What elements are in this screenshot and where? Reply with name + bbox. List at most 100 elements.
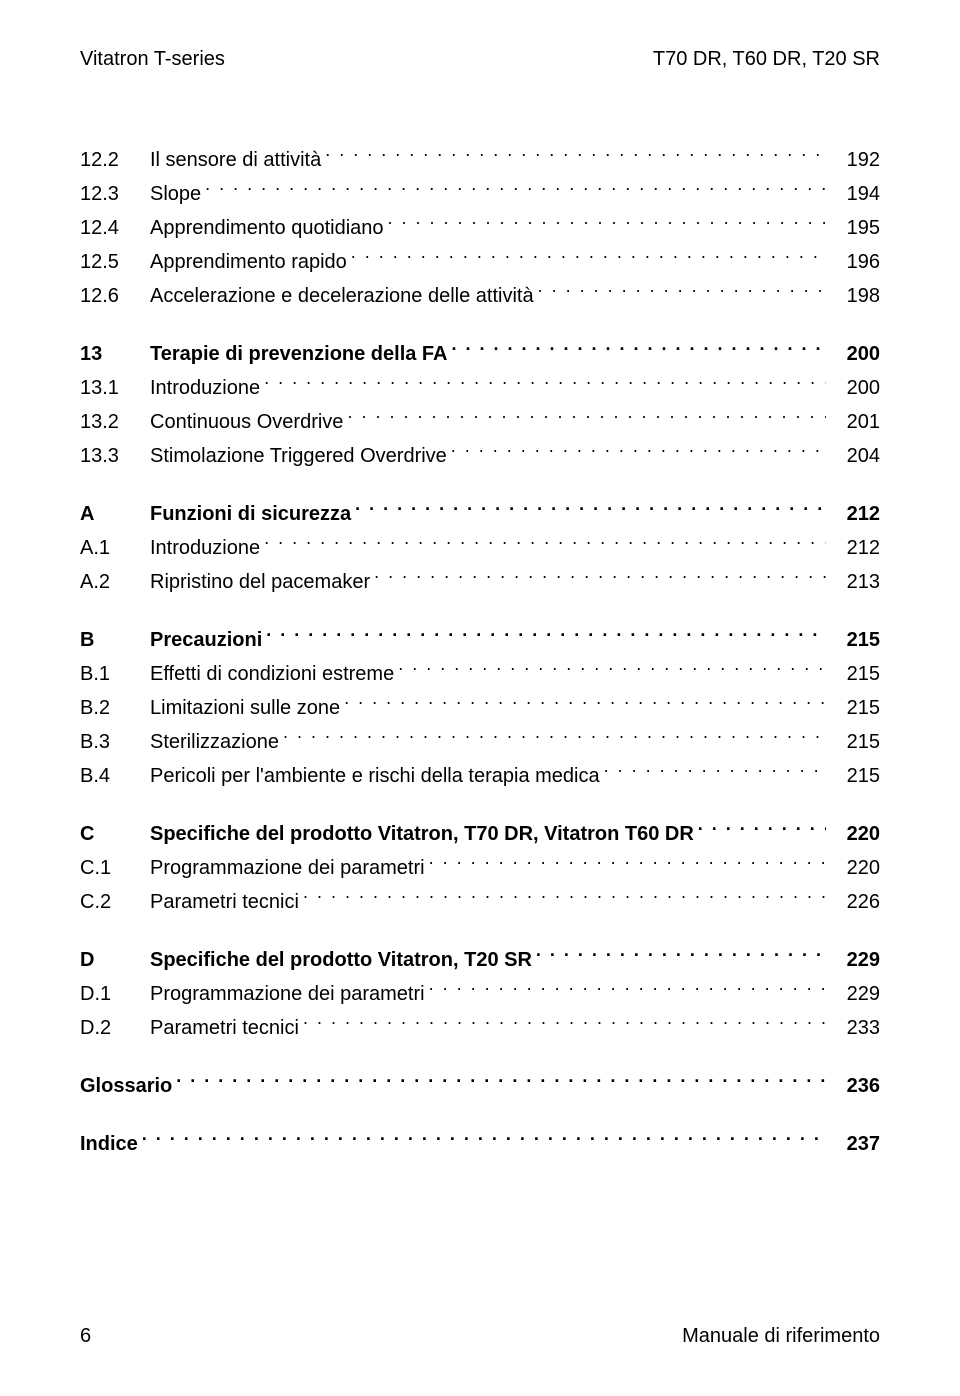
toc-entry-number: 13.2 <box>80 405 150 439</box>
toc-entry-page: 236 <box>830 1069 880 1103</box>
toc-entry-title: Specifiche del prodotto Vitatron, T20 SR <box>150 943 532 977</box>
toc-entry-page: 198 <box>830 279 880 313</box>
toc-entry-number: B.4 <box>80 759 150 793</box>
toc-leader-dots <box>303 886 826 908</box>
toc-entry-number: 13 <box>80 337 150 371</box>
toc-entry-number: 12.3 <box>80 177 150 211</box>
toc-entry-page: 201 <box>830 405 880 439</box>
toc-entry-title: Sterilizzazione <box>150 725 279 759</box>
toc-leader-dots <box>604 760 826 782</box>
toc-entry: D.1Programmazione dei parametri229 <box>80 977 880 1011</box>
toc-entry-number: C <box>80 817 150 851</box>
toc-entry-title: Apprendimento rapido <box>150 245 347 279</box>
toc-entry-title: Indice <box>80 1127 138 1161</box>
toc-entry-title: Ripristino del pacemaker <box>150 565 370 599</box>
page-footer: 6 Manuale di riferimento <box>80 1325 880 1348</box>
toc-entry: DSpecifiche del prodotto Vitatron, T20 S… <box>80 943 880 977</box>
toc-entry-page: 194 <box>830 177 880 211</box>
toc-leader-dots <box>264 532 826 554</box>
toc-leader-dots <box>698 818 826 840</box>
toc-entry-page: 237 <box>830 1127 880 1161</box>
toc-entry-title: Limitazioni sulle zone <box>150 691 340 725</box>
toc-entry-page: 215 <box>830 759 880 793</box>
toc-leader-dots <box>266 624 826 646</box>
toc-entry-title: Terapie di prevenzione della FA <box>150 337 448 371</box>
toc-entry: 13.2Continuous Overdrive 201 <box>80 405 880 439</box>
toc-entry-page: 215 <box>830 657 880 691</box>
toc-entry: A.1Introduzione 212 <box>80 531 880 565</box>
toc-leader-dots <box>142 1128 826 1150</box>
toc-leader-dots <box>536 944 826 966</box>
toc-entry-page: 229 <box>830 943 880 977</box>
toc-entry-number: B.3 <box>80 725 150 759</box>
toc-entry-title: Glossario <box>80 1069 172 1103</box>
toc-group: DSpecifiche del prodotto Vitatron, T20 S… <box>80 943 880 1045</box>
toc-entry-page: 226 <box>830 885 880 919</box>
toc-entry: C.2Parametri tecnici 226 <box>80 885 880 919</box>
toc-entry: A.2Ripristino del pacemaker 213 <box>80 565 880 599</box>
toc-leader-dots <box>351 246 826 268</box>
toc-entry-title: Introduzione <box>150 531 260 565</box>
toc-group: 13Terapie di prevenzione della FA20013.1… <box>80 337 880 473</box>
toc-entry-title: Stimolazione Triggered Overdrive <box>150 439 447 473</box>
toc-entry-title: Pericoli per l'ambiente e rischi della t… <box>150 759 600 793</box>
toc-entry: 12.6Accelerazione e decelerazione delle … <box>80 279 880 313</box>
toc-entry-number: B.2 <box>80 691 150 725</box>
toc-leader-dots <box>429 852 826 874</box>
toc-entry-number: D <box>80 943 150 977</box>
toc-entry-title: Funzioni di sicurezza <box>150 497 351 531</box>
toc-leader-dots <box>344 692 826 714</box>
toc-entry-number: 12.6 <box>80 279 150 313</box>
toc-leader-dots <box>325 144 826 166</box>
toc-entry-number: D.2 <box>80 1011 150 1045</box>
header-models: T70 DR, T60 DR, T20 SR <box>653 48 880 71</box>
footer-page-number: 6 <box>80 1325 91 1348</box>
toc-entry-number: A.2 <box>80 565 150 599</box>
toc-leader-dots <box>347 406 826 428</box>
toc-entry: 12.4Apprendimento quotidiano195 <box>80 211 880 245</box>
toc-entry-title: Effetti di condizioni estreme <box>150 657 394 691</box>
toc-group: AFunzioni di sicurezza212A.1Introduzione… <box>80 497 880 599</box>
toc-entry-page: 192 <box>830 143 880 177</box>
toc-entry-title: Il sensore di attività <box>150 143 321 177</box>
toc-entry-title: Parametri tecnici <box>150 885 299 919</box>
toc-entry: 13.1Introduzione200 <box>80 371 880 405</box>
toc-entry: 13Terapie di prevenzione della FA 200 <box>80 337 880 371</box>
toc-entry-title: Programmazione dei parametri <box>150 977 425 1011</box>
toc-entry-title: Continuous Overdrive <box>150 405 343 439</box>
toc-group: Glossario 236 <box>80 1069 880 1103</box>
toc-entry-number: A <box>80 497 150 531</box>
toc-entry-number: 12.5 <box>80 245 150 279</box>
toc-entry: Glossario 236 <box>80 1069 880 1103</box>
table-of-contents: 12.2Il sensore di attività19212.3Slope19… <box>80 143 880 1325</box>
toc-entry-page: 215 <box>830 623 880 657</box>
toc-entry-number: A.1 <box>80 531 150 565</box>
toc-entry: D.2Parametri tecnici233 <box>80 1011 880 1045</box>
toc-leader-dots <box>452 338 827 360</box>
toc-group: Indice 237 <box>80 1127 880 1161</box>
toc-entry-page: 212 <box>830 531 880 565</box>
toc-entry: 13.3Stimolazione Triggered Overdrive204 <box>80 439 880 473</box>
toc-entry: 12.3Slope194 <box>80 177 880 211</box>
toc-leader-dots <box>264 372 826 394</box>
toc-leader-dots <box>374 566 826 588</box>
toc-entry-page: 213 <box>830 565 880 599</box>
page-header: Vitatron T-series T70 DR, T60 DR, T20 SR <box>80 48 880 71</box>
header-series: Vitatron T-series <box>80 48 225 71</box>
toc-entry-page: 212 <box>830 497 880 531</box>
toc-entry-title: Programmazione dei parametri <box>150 851 425 885</box>
toc-leader-dots <box>398 658 826 680</box>
toc-entry-title: Accelerazione e decelerazione delle atti… <box>150 279 534 313</box>
toc-entry-number: C.2 <box>80 885 150 919</box>
toc-entry-title: Precauzioni <box>150 623 262 657</box>
toc-entry-title: Specifiche del prodotto Vitatron, T70 DR… <box>150 817 694 851</box>
toc-group: CSpecifiche del prodotto Vitatron, T70 D… <box>80 817 880 919</box>
toc-entry-page: 215 <box>830 691 880 725</box>
toc-entry-page: 204 <box>830 439 880 473</box>
toc-entry-page: 220 <box>830 817 880 851</box>
toc-entry-title: Apprendimento quotidiano <box>150 211 384 245</box>
toc-entry-page: 200 <box>830 337 880 371</box>
toc-entry-number: 13.1 <box>80 371 150 405</box>
toc-entry-number: B <box>80 623 150 657</box>
toc-entry-title: Parametri tecnici <box>150 1011 299 1045</box>
